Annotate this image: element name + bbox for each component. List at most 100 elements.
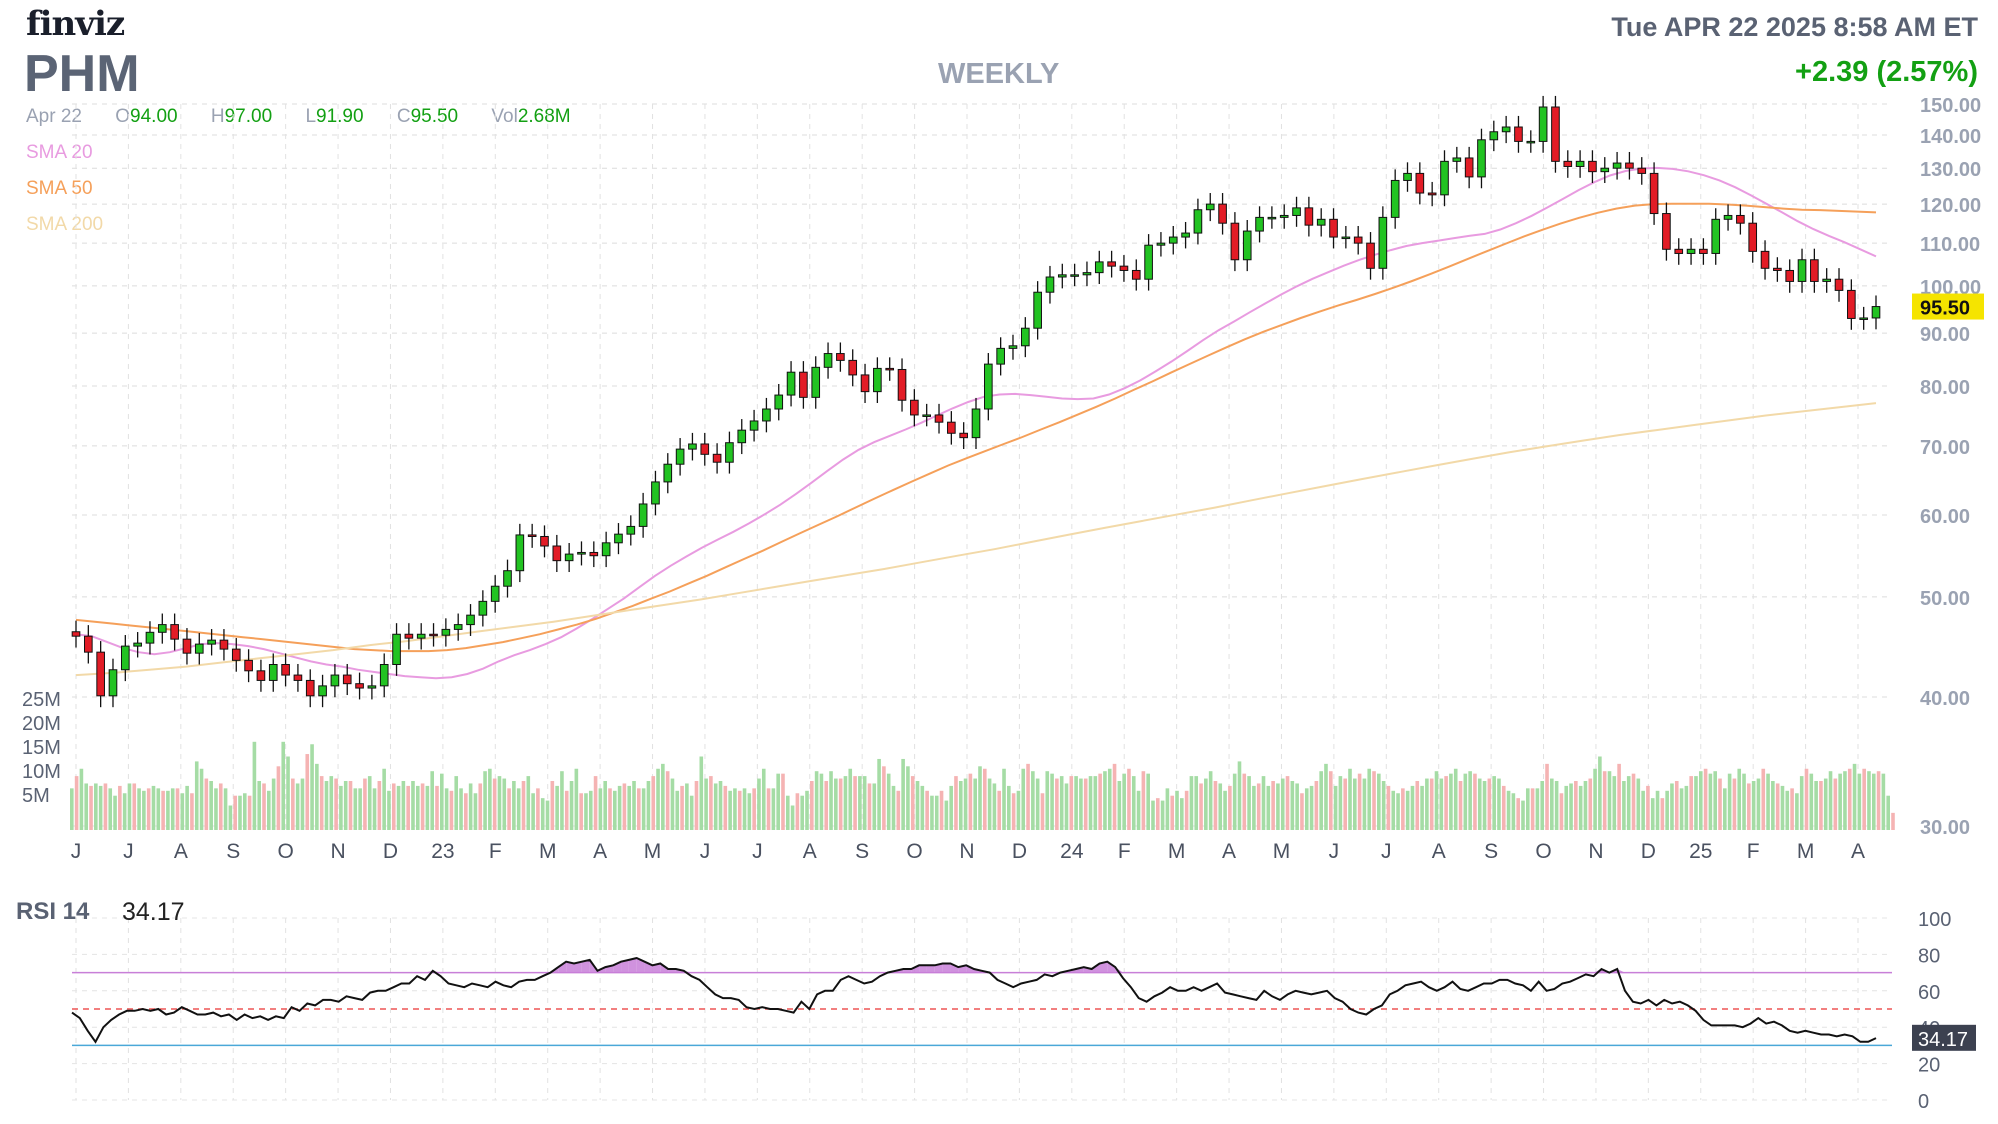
volume-bar [1348, 768, 1352, 830]
candle-body [1390, 179, 1400, 218]
candle-body [959, 432, 968, 439]
rsi-tick-label: 80 [1918, 945, 1940, 967]
volume-bar [1766, 773, 1770, 830]
volume-bar [1223, 790, 1227, 830]
volume-bar [1386, 785, 1391, 830]
volume-bar [343, 781, 348, 830]
volume-bar [1785, 790, 1790, 830]
candle-body [725, 442, 734, 463]
candle-body [749, 420, 759, 431]
volume-bar [276, 766, 281, 830]
volume-bar [1564, 785, 1569, 830]
volume-bar [175, 788, 180, 830]
volume-bar [901, 758, 905, 830]
candle-body [1033, 291, 1042, 329]
volume-bar [1828, 771, 1833, 830]
volume-bar [723, 785, 728, 830]
candle-body [1279, 214, 1289, 218]
volume-bar [146, 788, 151, 830]
volume-bar [1843, 771, 1847, 830]
volume-bar [488, 768, 492, 830]
volume-bar [516, 788, 521, 830]
candle-body [157, 624, 167, 633]
volume-bar [588, 790, 593, 830]
volume-bar [209, 781, 213, 830]
volume-bar [608, 788, 612, 830]
volume-bar [1804, 768, 1809, 830]
volume-bar [978, 766, 982, 830]
volume-bar [1088, 776, 1093, 830]
candle-body [1551, 106, 1560, 162]
legend-sma-50[interactable]: SMA 50 [26, 178, 93, 199]
candle-body [1501, 126, 1511, 133]
candle-body [1168, 236, 1178, 244]
volume-bar [1771, 781, 1775, 830]
volume-bar [1117, 781, 1122, 830]
volume-bar [1622, 781, 1626, 830]
close-label: C [396, 106, 411, 127]
volume-bar [1429, 778, 1434, 830]
legend-sma-200[interactable]: SMA 200 [26, 214, 104, 235]
rsi-overbought-fill [558, 961, 567, 973]
candle-body [1723, 214, 1733, 220]
rsi-last-marker [1912, 1024, 1976, 1051]
volume-bar [1300, 793, 1304, 830]
rsi-overbought-fill [644, 961, 653, 973]
candle-body [1464, 157, 1474, 178]
volume-bar [223, 788, 228, 830]
volume-bar [1852, 763, 1857, 830]
volume-bar [670, 778, 675, 830]
volume-bar [324, 781, 329, 830]
volume-bar [1823, 778, 1828, 830]
candle-body [540, 535, 549, 547]
volume-bar [1098, 773, 1102, 830]
volume-bar [1189, 776, 1194, 830]
volume-bar [612, 790, 617, 830]
candle-body [1144, 244, 1153, 280]
volume-bar [137, 788, 141, 830]
volume-bar [1079, 778, 1083, 830]
volume-bar [564, 790, 569, 830]
candle-body [1094, 261, 1104, 274]
chart-period[interactable]: WEEKLY [938, 58, 1060, 90]
volume-bar [954, 776, 958, 830]
volume-bar [1045, 771, 1050, 830]
volume-bar [180, 793, 185, 830]
last-price-label: 95.50 [1920, 298, 1970, 320]
volume-bar [199, 768, 204, 830]
volume-bar [1631, 773, 1636, 830]
volume-bar [810, 781, 814, 830]
volume-bar [1439, 778, 1444, 830]
volume-bar [540, 798, 545, 830]
volume-bar [1497, 778, 1501, 830]
volume-bar [1271, 781, 1275, 830]
volume-bar [435, 785, 439, 830]
rsi-overbought-fill [621, 959, 629, 973]
volume-bar [1083, 778, 1088, 830]
candle-body [1760, 250, 1770, 269]
volume-bar [170, 788, 175, 830]
rsi-tick-label: 20 [1918, 1055, 1940, 1077]
volume-bar [1309, 785, 1314, 830]
volume-bar [113, 795, 117, 830]
candle-body [1600, 167, 1610, 173]
volume-tick-label: 20M [22, 713, 61, 735]
volume-bar [507, 788, 511, 830]
candle-body [1304, 207, 1314, 226]
candle-body [515, 534, 525, 572]
volume-bar [1040, 793, 1045, 830]
volume-bar [829, 771, 833, 830]
volume-bar [704, 778, 708, 830]
volume-bar [1103, 771, 1107, 830]
time-axis-label: A [1432, 840, 1446, 863]
candle-body [330, 674, 340, 687]
volume-bar [1569, 783, 1573, 830]
volume-bar [1550, 778, 1554, 830]
candle-body [392, 633, 401, 666]
finviz-logo[interactable]: finviz [26, 4, 125, 44]
candle-body [1415, 172, 1425, 194]
volume-bar [185, 785, 189, 830]
volume-bar [1425, 778, 1429, 830]
candle-body [1711, 218, 1721, 254]
